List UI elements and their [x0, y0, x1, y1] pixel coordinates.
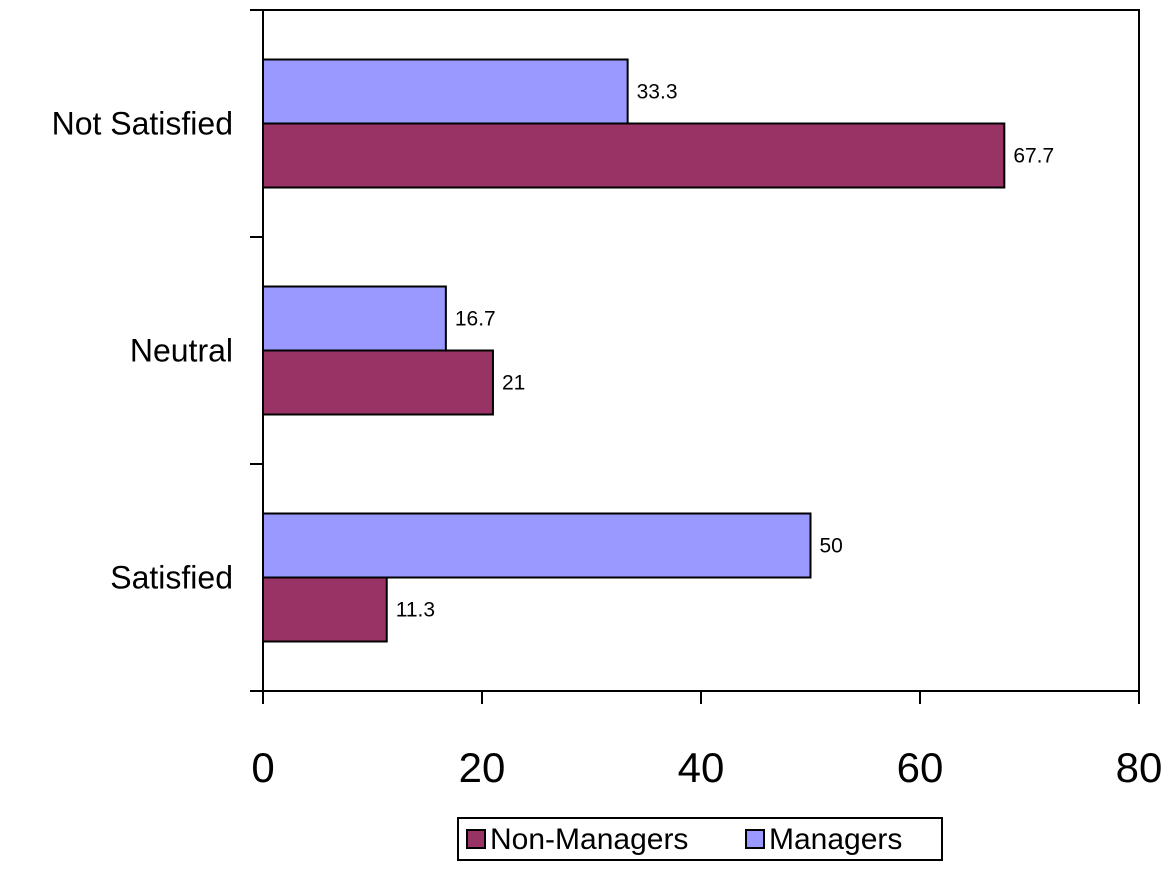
category-label-not-satisfied: Not Satisfied	[52, 106, 233, 142]
axis-layer: Not Satisfied Neutral Satisfied 0 20 40 60 80	[52, 9, 1163, 791]
bars-layer: 33.3 67.7 16.7 21 50 11.3	[262, 58, 1054, 643]
bar-managers-satisfied	[262, 512, 812, 579]
legend-label-managers: Managers	[769, 823, 902, 856]
bar-managers-not-satisfied	[262, 58, 629, 125]
legend: Non-Managers Managers	[457, 817, 943, 861]
x-tick-label: 40	[678, 744, 725, 791]
data-label-managers-neutral: 16.7	[455, 308, 496, 331]
data-label-non-managers-neutral: 21	[502, 372, 525, 395]
legend-swatch-non-managers	[466, 829, 486, 849]
legend-box	[457, 817, 943, 861]
x-tick-label: 60	[897, 744, 944, 791]
bar-non-managers-not-satisfied	[262, 122, 1006, 189]
data-label-non-managers-not-satisfied: 67.7	[1013, 145, 1054, 168]
data-label-non-managers-satisfied: 11.3	[396, 599, 435, 622]
legend-label-non-managers: Non-Managers	[490, 823, 688, 856]
bar-managers-neutral	[262, 285, 447, 352]
legend-swatch-managers	[745, 829, 765, 849]
bar-non-managers-neutral	[262, 349, 494, 416]
data-label-managers-not-satisfied: 33.3	[637, 81, 678, 104]
data-label-managers-satisfied: 50	[820, 535, 843, 558]
x-tick-label: 20	[459, 744, 506, 791]
bar-non-managers-satisfied	[262, 576, 388, 643]
category-label-satisfied: Satisfied	[110, 560, 233, 596]
x-tick-label: 80	[1116, 744, 1163, 791]
category-label-neutral: Neutral	[130, 333, 233, 369]
x-tick-label: 0	[251, 744, 274, 791]
